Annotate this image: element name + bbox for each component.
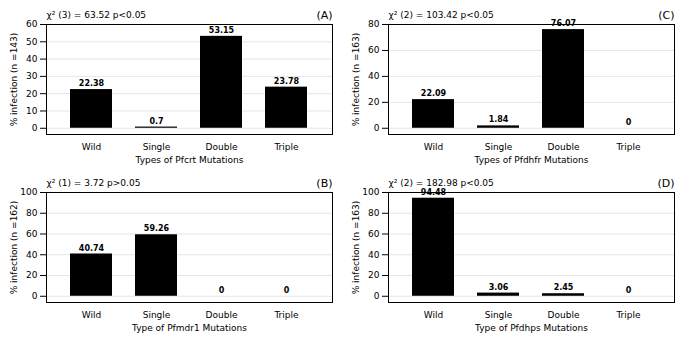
svg-text:0: 0 [626,118,632,127]
svg-text:Wild: Wild [424,310,443,320]
svg-text:χ² (3) = 63.52 p<0.05: χ² (3) = 63.52 p<0.05 [47,10,147,20]
svg-text:χ² (2) = 182.98 p<0.05: χ² (2) = 182.98 p<0.05 [389,178,494,188]
svg-text:53.15: 53.15 [209,26,235,35]
svg-text:40.74: 40.74 [79,244,105,253]
svg-text:Double: Double [206,310,238,320]
svg-text:100: 100 [362,187,379,197]
svg-text:Triple: Triple [615,142,641,152]
svg-text:0: 0 [626,286,632,295]
svg-text:60: 60 [368,229,380,239]
svg-text:Triple: Triple [615,310,641,320]
svg-text:80: 80 [368,19,380,29]
svg-text:Double: Double [548,142,580,152]
svg-text:80: 80 [368,208,380,218]
svg-text:% infection (n =162): % infection (n =162) [9,201,19,295]
svg-text:23.78: 23.78 [274,77,300,86]
svg-text:χ² (2) = 103.42 p<0.05: χ² (2) = 103.42 p<0.05 [389,10,494,20]
svg-text:20: 20 [368,97,380,107]
svg-text:0: 0 [219,286,225,295]
svg-text:50: 50 [26,37,38,47]
svg-text:Wild: Wild [82,142,101,152]
svg-text:0: 0 [284,286,290,295]
svg-text:0.7: 0.7 [149,117,163,126]
svg-text:Triple: Triple [273,310,299,320]
svg-text:Type of Pfdhps Mutations: Type of Pfdhps Mutations [474,323,588,333]
svg-text:Type of Pfmdr1 Mutations: Type of Pfmdr1 Mutations [131,323,247,333]
svg-text:Single: Single [485,310,513,320]
svg-text:(A): (A) [316,9,332,22]
svg-text:60: 60 [26,229,38,239]
svg-text:59.26: 59.26 [144,224,170,233]
svg-text:(D): (D) [657,177,674,190]
svg-text:Single: Single [143,142,171,152]
svg-text:100: 100 [20,187,37,197]
svg-text:0: 0 [32,123,38,133]
svg-text:Wild: Wild [82,310,101,320]
svg-text:40: 40 [26,250,38,260]
svg-text:0: 0 [374,291,380,301]
svg-text:2.45: 2.45 [554,283,574,292]
svg-text:40: 40 [26,54,38,64]
svg-text:10: 10 [26,106,38,116]
svg-text:Triple: Triple [273,142,299,152]
svg-text:0: 0 [32,291,38,301]
svg-text:0: 0 [374,123,380,133]
svg-text:94.48: 94.48 [420,187,447,197]
svg-text:1.84: 1.84 [489,115,509,124]
svg-text:Single: Single [143,310,171,320]
svg-text:Double: Double [206,142,238,152]
svg-text:(C): (C) [658,9,674,22]
svg-text:Single: Single [485,142,513,152]
svg-text:Types of Pfcrt Mutations: Types of Pfcrt Mutations [135,155,244,165]
svg-text:(B): (B) [316,177,332,190]
svg-text:40: 40 [368,250,380,260]
svg-text:20: 20 [26,270,38,280]
svg-text:χ² (1) = 3.72 p>0.05: χ² (1) = 3.72 p>0.05 [47,178,141,188]
svg-text:% infection (n =163): % infection (n =163) [351,201,361,295]
svg-text:22.09: 22.09 [421,89,447,98]
svg-text:22.38: 22.38 [79,79,105,88]
svg-text:% infection (n =163): % infection (n =163) [351,33,361,127]
svg-text:60: 60 [26,19,38,29]
svg-text:60: 60 [368,45,380,55]
svg-text:76.07: 76.07 [551,19,576,28]
svg-text:Types of Pfdhfr Mutations: Types of Pfdhfr Mutations [474,155,589,165]
svg-text:30: 30 [26,71,38,81]
svg-text:3.06: 3.06 [489,283,509,292]
svg-text:Double: Double [548,310,580,320]
svg-text:% infection (n =143): % infection (n =143) [9,33,19,127]
svg-text:40: 40 [368,71,380,81]
svg-text:80: 80 [26,208,38,218]
svg-text:20: 20 [368,270,380,280]
svg-text:20: 20 [26,89,38,99]
svg-text:Wild: Wild [424,142,443,152]
